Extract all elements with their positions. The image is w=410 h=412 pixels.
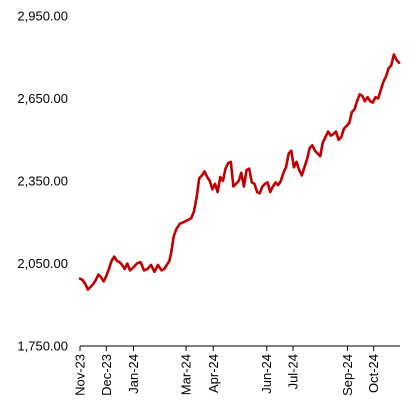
x-axis-ticks xyxy=(79,346,375,351)
x-tick-label: Nov-23 xyxy=(73,354,88,396)
y-axis-tick-labels: 1,750.00 2,050.00 2,350.00 2,650.00 2,950.00 xyxy=(17,9,68,354)
x-tick-label: Mar-24 xyxy=(179,354,194,395)
y-tick-label: 2,050.00 xyxy=(17,256,68,271)
x-tick-label: Dec-23 xyxy=(99,354,114,396)
y-tick-label: 2,650.00 xyxy=(17,91,68,106)
y-tick-label: 1,750.00 xyxy=(17,339,68,354)
y-tick-label: 2,350.00 xyxy=(17,174,68,189)
x-tick-label: Jul-24 xyxy=(286,354,301,389)
x-tick-label: Jun-24 xyxy=(259,354,274,394)
series-line xyxy=(78,53,401,291)
y-tick-label: 2,950.00 xyxy=(17,9,68,24)
x-axis-tick-labels: Nov-23 Dec-23 Jan-24 Mar-24 Apr-24 Jun-24 Jul-… xyxy=(73,354,382,396)
x-tick-label: Apr-24 xyxy=(206,354,221,393)
x-tick-label: Sep-24 xyxy=(340,354,355,396)
x-tick-label: Jan-24 xyxy=(126,354,141,394)
x-tick-label: Oct-24 xyxy=(366,354,381,393)
